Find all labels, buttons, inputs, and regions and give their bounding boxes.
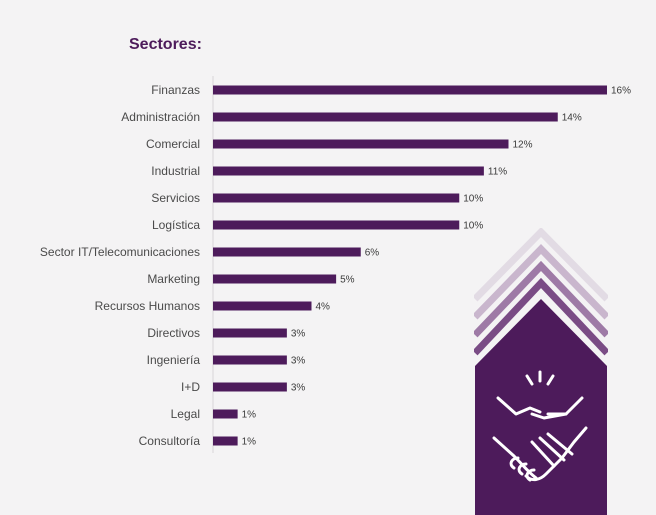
bar (213, 220, 460, 230)
bar (213, 85, 607, 95)
value-label: 12% (513, 140, 533, 151)
value-label: 3% (291, 356, 306, 367)
category-label: Marketing (147, 272, 200, 286)
value-label: 16% (611, 86, 631, 97)
value-label: 10% (463, 221, 483, 232)
bar (213, 247, 361, 257)
category-label: Ingeniería (147, 353, 201, 367)
category-label: Directivos (147, 326, 200, 340)
value-label: 3% (291, 383, 306, 394)
value-label: 4% (316, 302, 331, 313)
category-label: Recursos Humanos (95, 299, 200, 313)
value-label: 3% (291, 329, 306, 340)
handshake-icon (492, 370, 588, 482)
value-label: 1% (242, 410, 257, 421)
bar (213, 166, 484, 176)
category-label: Comercial (146, 137, 200, 151)
bar (213, 139, 509, 149)
category-label: Servicios (151, 191, 200, 205)
category-label: Industrial (151, 164, 200, 178)
bar (213, 112, 558, 122)
bar (213, 193, 460, 203)
badge-body (475, 299, 607, 515)
value-label: 11% (488, 167, 507, 178)
value-label: 10% (463, 194, 483, 205)
bar (213, 382, 287, 392)
category-label: Legal (171, 407, 200, 421)
value-label: 14% (562, 113, 582, 124)
category-label: Finanzas (151, 83, 200, 97)
category-label: Logística (152, 218, 200, 232)
handshake-badge (474, 228, 608, 515)
badge-chevron-3 (474, 260, 608, 338)
bar (213, 409, 238, 419)
value-label: 5% (340, 275, 355, 286)
value-label: 1% (242, 437, 257, 448)
chart-title: Sectores: (129, 36, 202, 53)
badge-chevron-1 (474, 228, 608, 302)
bar (213, 328, 287, 338)
badge-chevron-4 (474, 277, 608, 356)
bar (213, 355, 287, 365)
category-label: Consultoría (139, 434, 201, 448)
category-label: I+D (181, 380, 200, 394)
bar (213, 436, 238, 446)
badge-chevron-2 (474, 243, 608, 320)
bar (213, 301, 312, 311)
category-label: Administración (121, 110, 200, 124)
value-label: 6% (365, 248, 380, 259)
category-label: Sector IT/Telecomunicaciones (40, 245, 200, 259)
bar (213, 274, 337, 284)
bars-group: Finanzas 16% Administración 14% Comercial 12%… (40, 83, 631, 448)
